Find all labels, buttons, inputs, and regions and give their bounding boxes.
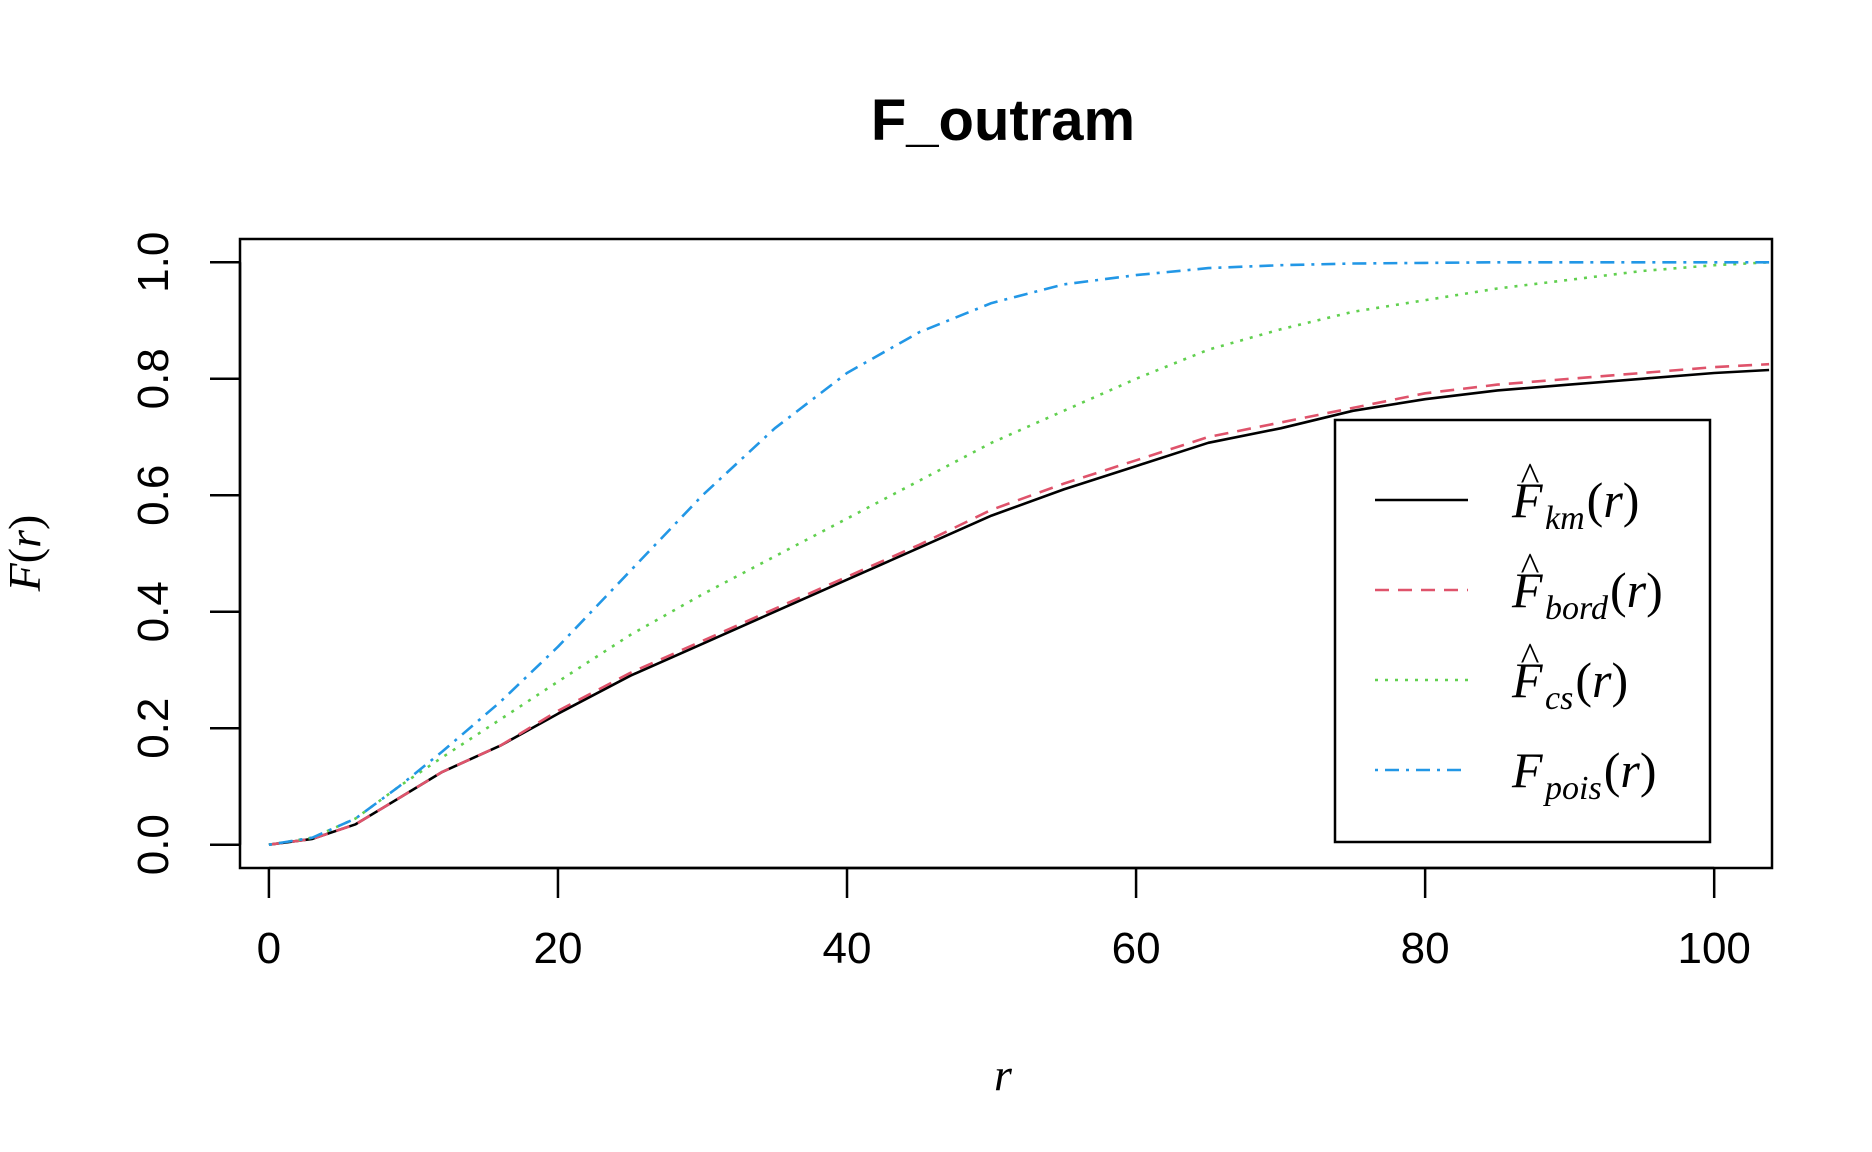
chart-title: F_outram (871, 88, 1135, 153)
legend-subscript: cs (1545, 680, 1573, 717)
x-tick-label: 60 (1112, 924, 1161, 973)
y-tick-label: 0.6 (129, 465, 178, 526)
x-axis-label: r (994, 1049, 1013, 1100)
x-tick-label: 40 (823, 924, 872, 973)
legend-box (1333, 418, 1712, 844)
series-line-bord (268, 362, 1770, 846)
series-line-cs (268, 261, 1770, 846)
x-tick-label: 100 (1677, 924, 1750, 973)
legend-argument: (r) (1610, 562, 1663, 618)
legend-subscript: km (1545, 500, 1585, 537)
legend-argument: (r) (1575, 652, 1628, 708)
legend: F^km (r)F^bord (r)F^cs (r)F pois (r) (1333, 418, 1712, 844)
legend-symbol: F (1511, 742, 1543, 798)
legend-symbol: F (1511, 652, 1543, 708)
legend-symbol: F (1511, 472, 1543, 528)
legend-subscript: bord (1545, 590, 1609, 627)
series-line-pois (268, 260, 1770, 846)
x-tick-label: 0 (257, 924, 281, 973)
y-tick-label: 0.4 (129, 581, 178, 642)
legend-entry: F^cs (r) (1511, 634, 1628, 717)
y-tick-label: 0.8 (129, 348, 178, 409)
series-layer (268, 260, 1770, 846)
y-tick-label: 1.0 (129, 232, 178, 293)
legend-hat: ^ (1521, 634, 1540, 679)
x-tick-label: 80 (1401, 924, 1450, 973)
legend-hat: ^ (1521, 544, 1540, 589)
legend-subscript: pois (1543, 770, 1602, 807)
y-axis: 0.0 0.2 0.4 0.6 0.8 1.0 (129, 232, 242, 875)
x-axis: 0 20 40 60 80 100 (257, 866, 1751, 973)
legend-symbol: F (1511, 562, 1543, 618)
legend-entry: F^bord (r) (1511, 544, 1663, 627)
legend-hat: ^ (1521, 454, 1540, 499)
y-tick-label: 0.0 (129, 814, 178, 875)
x-tick-label: 20 (533, 924, 582, 973)
y-axis-label: F(r) (0, 515, 50, 593)
legend-argument: (r) (1604, 742, 1657, 798)
legend-argument: (r) (1587, 472, 1640, 528)
series-line-km (268, 368, 1770, 846)
legend-entry: F^km (r) (1511, 454, 1639, 537)
y-tick-label: 0.2 (129, 698, 178, 759)
